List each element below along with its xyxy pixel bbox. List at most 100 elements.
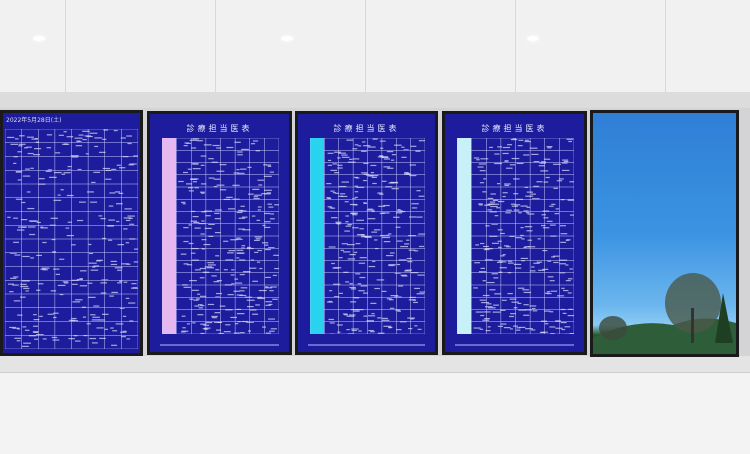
cell-text <box>377 317 382 319</box>
cell-text <box>88 296 96 298</box>
cell-text <box>201 211 207 213</box>
cell-text <box>264 244 269 246</box>
screen-title: 診療担当医表 <box>333 124 400 133</box>
cell-text <box>93 171 101 173</box>
cell-text <box>561 162 568 164</box>
cell-text <box>333 283 341 285</box>
cell-text <box>333 151 341 153</box>
cell-text <box>13 241 20 243</box>
cell-text <box>354 191 359 193</box>
cell-text <box>487 303 492 305</box>
cell-text <box>200 164 205 166</box>
cell-text <box>90 269 99 271</box>
cell-text <box>527 239 533 241</box>
cell-text <box>40 268 46 270</box>
bush <box>599 316 627 340</box>
cell-text <box>36 221 41 224</box>
cell-text <box>526 230 533 232</box>
cell-text <box>111 168 117 170</box>
cell-text <box>59 293 64 296</box>
cell-text <box>553 261 559 264</box>
cell-text <box>123 281 128 283</box>
cell-text <box>346 139 354 141</box>
cell-text <box>30 167 34 169</box>
cell-text <box>270 213 275 215</box>
cell-text <box>559 272 566 274</box>
cell-text <box>389 307 395 309</box>
cell-text <box>193 299 199 301</box>
cell-text <box>329 290 333 292</box>
cell-text <box>215 255 220 257</box>
cell-text <box>88 262 97 264</box>
cell-text <box>236 237 241 239</box>
cell-text <box>491 273 499 275</box>
cell-text <box>391 154 396 156</box>
cell-text <box>253 196 259 198</box>
cell-text <box>258 289 267 292</box>
cell-text <box>14 138 19 140</box>
cell-text <box>191 289 199 291</box>
cell-text <box>189 298 194 300</box>
cell-text <box>336 324 343 326</box>
cell-text <box>236 211 243 214</box>
cell-text <box>180 253 187 255</box>
tree-crown <box>665 273 721 333</box>
cell-text <box>346 315 355 317</box>
cell-text <box>10 143 19 145</box>
cell-text <box>131 283 137 285</box>
date-label: 2022年5月28日(土) <box>6 117 62 124</box>
cell-text <box>265 287 273 289</box>
cell-text <box>17 151 22 153</box>
cell-text <box>266 164 272 166</box>
cell-text <box>183 263 189 265</box>
cell-text <box>506 209 512 211</box>
cell-text <box>71 156 79 158</box>
cell-text <box>75 299 83 301</box>
cell-text <box>558 178 564 180</box>
cell-text <box>531 266 535 268</box>
cell-text <box>327 159 332 162</box>
cell-text <box>489 146 493 149</box>
cell-text <box>385 254 394 257</box>
cell-text <box>51 238 56 241</box>
cell-text <box>182 327 186 329</box>
cell-text <box>389 299 394 301</box>
cell-text <box>331 217 338 219</box>
cell-text <box>100 292 107 294</box>
cell-text <box>559 263 567 265</box>
footer-bar <box>160 344 279 346</box>
cell-text <box>493 277 499 279</box>
cell-text <box>327 206 332 208</box>
cell-text <box>19 135 25 137</box>
cell-text <box>23 287 30 290</box>
cell-text <box>553 255 560 257</box>
cell-text <box>223 331 231 333</box>
cell-text <box>91 319 100 321</box>
cell-text <box>233 290 240 292</box>
cell-text <box>53 199 62 201</box>
cell-text <box>204 327 211 329</box>
cell-text <box>418 140 426 142</box>
cell-text <box>520 257 528 260</box>
cell-text <box>329 322 335 324</box>
cell-text <box>24 329 30 331</box>
cell-text <box>237 172 245 174</box>
cell-text <box>373 229 381 231</box>
display-screen-4: 診療担当医表 <box>442 111 587 355</box>
cell-text <box>354 196 358 199</box>
cell-text <box>349 286 356 289</box>
cell-text <box>362 292 368 294</box>
cell-text <box>133 261 140 263</box>
cell-text <box>366 209 375 211</box>
cell-text <box>355 273 361 275</box>
cell-text <box>400 274 407 276</box>
cell-text <box>557 295 565 297</box>
cell-text <box>21 345 29 347</box>
cell-text <box>569 214 577 216</box>
table-grid <box>161 137 283 335</box>
cell-text <box>115 203 123 205</box>
cell-text <box>559 259 568 261</box>
cell-text <box>418 233 426 235</box>
cell-text <box>192 138 200 140</box>
cell-text <box>129 163 137 165</box>
